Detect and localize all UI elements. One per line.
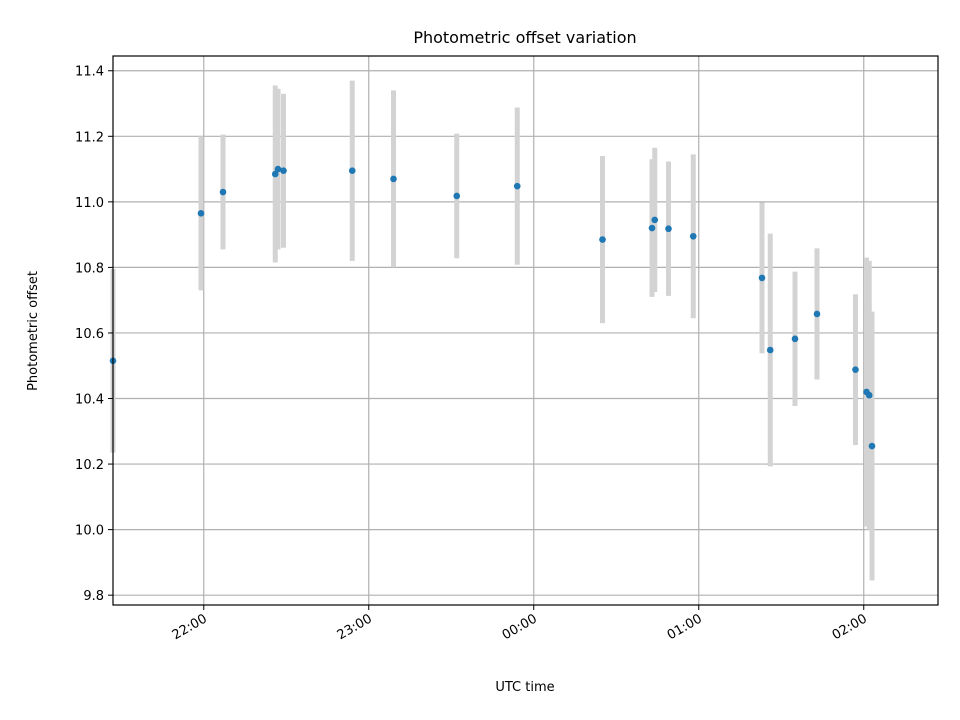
data-point [271, 170, 279, 178]
x-tick-label: 01:00 [665, 611, 705, 643]
x-tick-label: 23:00 [335, 611, 375, 643]
x-tick-label: 00:00 [500, 611, 540, 643]
tick-layer: 22:00 23:00 00:00 01:00 02:00 9.8 10.0 10.2 10.4… [75, 65, 870, 643]
chart-title: Photometric offset variation [413, 28, 636, 47]
data-point [648, 224, 656, 232]
errorbar-layer [110, 80, 875, 581]
data-point [219, 188, 227, 196]
y-tick-label: 9.8 [83, 589, 104, 604]
plot-frame [112, 55, 939, 606]
data-point [197, 210, 205, 217]
y-tick-label: 10.6 [75, 327, 104, 342]
data-point [665, 225, 672, 233]
x-tick-label: 02:00 [830, 611, 870, 643]
y-tick-label: 11.0 [75, 196, 104, 211]
data-point [689, 232, 697, 240]
grid-layer [113, 56, 938, 605]
data-point [348, 167, 356, 175]
y-tick-label: 10.0 [75, 524, 104, 539]
data-point [599, 236, 606, 243]
y-tick-label: 10.8 [75, 261, 104, 276]
data-point [390, 175, 397, 183]
x-tick-label: 22:00 [170, 611, 210, 643]
data-point [513, 182, 521, 190]
data-point [813, 310, 821, 318]
y-axis-label: Photometric offset [26, 271, 41, 391]
data-point [852, 366, 859, 373]
y-tick-label: 11.4 [75, 65, 104, 80]
data-point [453, 192, 461, 200]
x-axis-label: UTC time [495, 680, 554, 695]
data-point [274, 165, 282, 173]
y-tick-label: 10.4 [75, 393, 104, 408]
data-point [865, 391, 873, 399]
data-point [280, 167, 287, 175]
y-tick-label: 10.2 [75, 458, 104, 473]
data-point [651, 216, 659, 224]
data-point [766, 346, 774, 354]
data-point [791, 335, 799, 343]
data-point [758, 274, 766, 282]
data-point [868, 442, 876, 450]
point-layer [109, 165, 876, 450]
y-tick-label: 11.2 [75, 130, 104, 145]
